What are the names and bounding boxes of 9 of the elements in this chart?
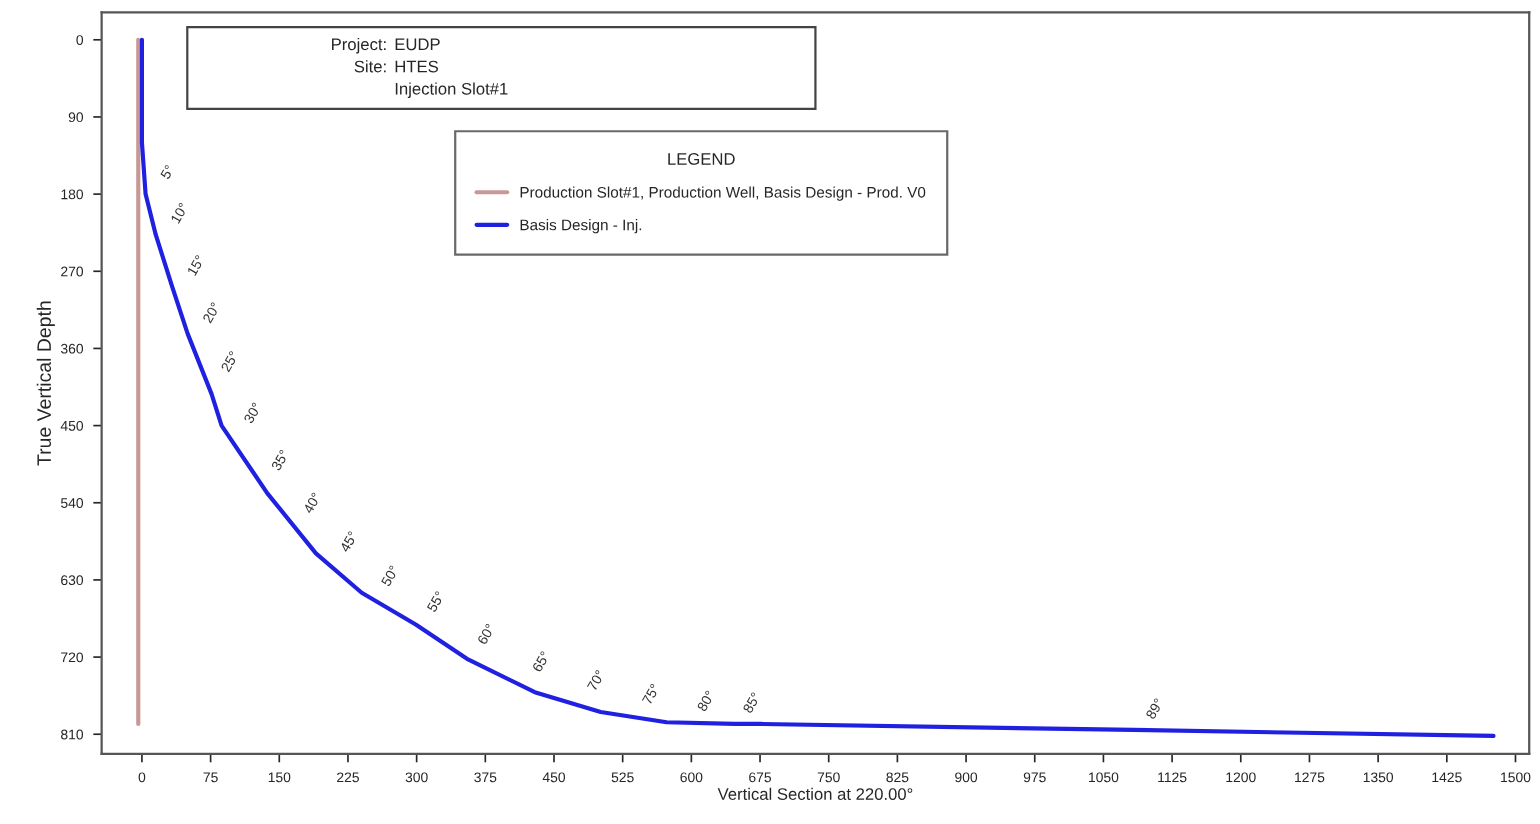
line-series <box>139 37 1496 739</box>
legend-title: LEGEND <box>668 153 735 165</box>
annotation: Injection Slot#1 <box>395 82 508 98</box>
annotation: Site: <box>354 60 386 73</box>
x-axis-title: Vertical Section at 220.00° <box>717 787 913 800</box>
annotation: HTES <box>395 60 438 73</box>
y-axis-title: True Vertical Depth <box>36 301 55 466</box>
annotation: EUDP <box>395 38 440 51</box>
annotation: Project: <box>332 37 386 54</box>
